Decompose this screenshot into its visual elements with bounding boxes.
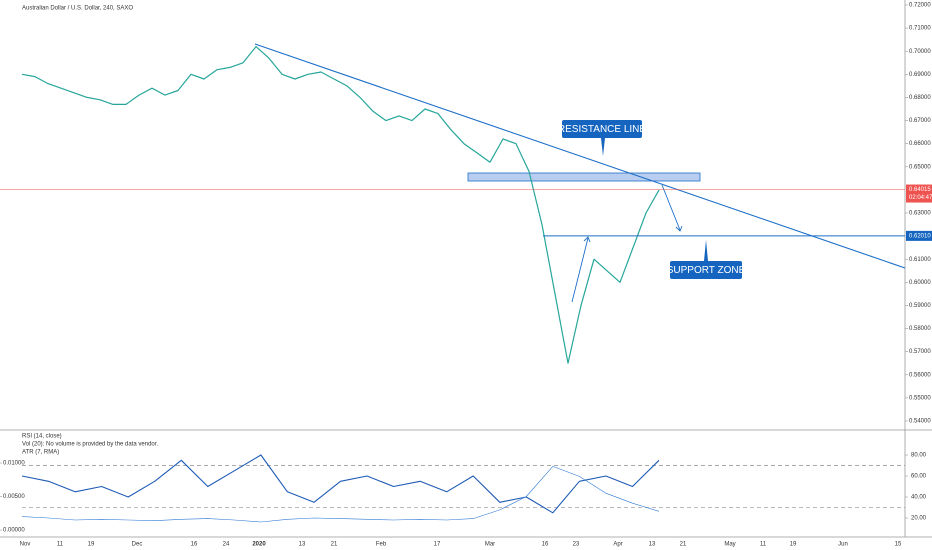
annotation: RESISTANCE LINE — [558, 124, 646, 135]
y-tick-label: 0.59000 — [909, 303, 931, 309]
x-tick-label: Nov — [20, 542, 31, 548]
y-tick-label: 0.00500 — [3, 494, 25, 500]
y-tick-label: 0.58000 — [909, 326, 931, 332]
x-tick-label: 11 — [760, 542, 767, 548]
x-tick-label: Feb — [376, 542, 387, 548]
x-tick-label: 16 — [542, 542, 549, 548]
indicator-legend: ATR (7, RMA) — [22, 450, 59, 456]
x-tick-label: Dec — [132, 542, 143, 548]
price-tag — [906, 184, 932, 203]
y-tick-label: 0.57000 — [909, 349, 931, 355]
arrow-up — [571, 236, 591, 303]
x-tick-label: 19 — [88, 542, 95, 548]
y-tick-label: 0.65000 — [909, 164, 931, 170]
annotation-pointer — [601, 138, 605, 156]
y-tick-label: 0.70000 — [909, 49, 931, 55]
x-tick-label: Jun — [838, 542, 848, 548]
series-line — [21, 454, 660, 514]
y-tick-label: 0.71000 — [909, 26, 931, 32]
y-tick-label: 0.72000 — [909, 3, 931, 9]
x-tick-label: 2020 — [252, 542, 266, 548]
series-line — [21, 466, 660, 523]
x-tick-label: 17 — [434, 542, 441, 548]
y-tick-label: 0.61000 — [909, 257, 931, 263]
indicator-legend: Vol (20): No volume is provided by the d… — [22, 442, 158, 448]
y-tick-label: 0.68000 — [909, 95, 931, 101]
y2-tick-label: 20.00 — [911, 516, 927, 522]
x-tick-label: 11 — [57, 542, 64, 548]
y2-tick-label: 40.00 — [911, 495, 927, 501]
x-tick-label: 23 — [573, 542, 580, 548]
x-tick-label: Mar — [485, 542, 495, 548]
x-tick-label: 21 — [680, 542, 687, 548]
x-tick-label: 24 — [223, 542, 230, 548]
x-tick-label: Apr — [613, 542, 622, 548]
x-tick-label: 16 — [191, 542, 198, 548]
resistance-line — [254, 43, 906, 269]
indicator-legend: RSI (14, close) — [22, 434, 62, 440]
y2-tick-label: 80.00 — [911, 453, 927, 459]
x-tick-label: 13 — [649, 542, 656, 548]
price-tag-label: 0.64015 — [909, 187, 931, 193]
price-tag-label: 0.62010 — [909, 233, 931, 239]
y-tick-label: 0.55000 — [909, 395, 931, 401]
y2-tick-label: 60.00 — [911, 474, 927, 480]
chart-title: Australian Dollar / U.S. Dollar, 240, SA… — [22, 6, 133, 12]
y-tick-label: 0.69000 — [909, 72, 931, 78]
annotation-box — [670, 261, 742, 279]
y-tick-label: 0.01000 — [3, 461, 25, 467]
x-tick-label: 13 — [299, 542, 306, 548]
y-tick-label: 0.54000 — [909, 419, 931, 425]
y-tick-label: 0.66000 — [909, 141, 931, 147]
price-tag — [906, 230, 932, 241]
x-tick-label: May — [724, 542, 735, 548]
countdown: 02:04:47 — [909, 195, 932, 201]
x-tick-label: 21 — [331, 542, 338, 548]
y-tick-label: 0.67000 — [909, 118, 931, 124]
annotation-pointer — [704, 240, 708, 261]
arrow-down — [661, 184, 683, 232]
y-tick-label: 0.56000 — [909, 372, 931, 378]
y-tick-label: 0.63000 — [909, 211, 931, 217]
annotation-box — [562, 120, 642, 138]
y-tick-label: 0.60000 — [909, 280, 931, 286]
annotation: SUPPORT ZONE — [667, 265, 746, 276]
resistance-zone — [467, 172, 701, 182]
x-tick-label: 19 — [790, 542, 797, 548]
x-tick-label: 15 — [895, 542, 902, 548]
series-line — [21, 46, 660, 364]
y-tick-label: 0.00000 — [3, 528, 25, 534]
